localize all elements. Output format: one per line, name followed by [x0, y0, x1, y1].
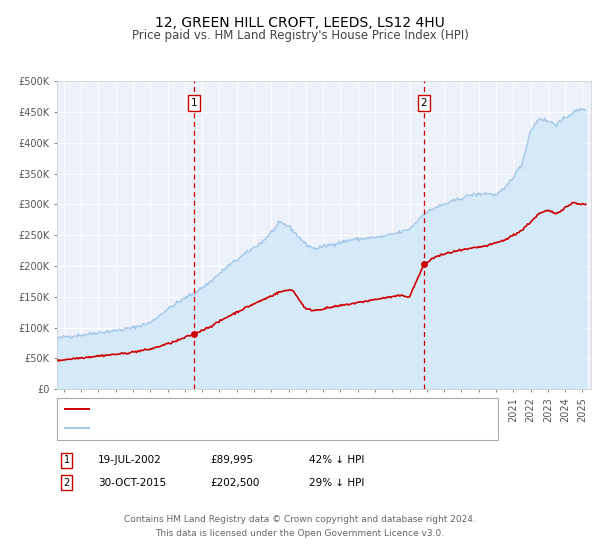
Text: £202,500: £202,500 [210, 478, 259, 488]
Text: 30-OCT-2015: 30-OCT-2015 [98, 478, 166, 488]
Text: £89,995: £89,995 [210, 455, 253, 465]
Text: 12, GREEN HILL CROFT, LEEDS, LS12 4HU (detached house): 12, GREEN HILL CROFT, LEEDS, LS12 4HU (d… [94, 404, 406, 414]
Text: 2: 2 [64, 478, 70, 488]
Text: 1: 1 [64, 455, 70, 465]
Text: 1: 1 [191, 98, 197, 108]
Text: HPI: Average price, detached house, Leeds: HPI: Average price, detached house, Leed… [94, 423, 317, 433]
Text: 29% ↓ HPI: 29% ↓ HPI [309, 478, 364, 488]
Text: 12, GREEN HILL CROFT, LEEDS, LS12 4HU: 12, GREEN HILL CROFT, LEEDS, LS12 4HU [155, 16, 445, 30]
Text: 42% ↓ HPI: 42% ↓ HPI [309, 455, 364, 465]
Text: Contains HM Land Registry data © Crown copyright and database right 2024.
This d: Contains HM Land Registry data © Crown c… [124, 515, 476, 538]
Text: Price paid vs. HM Land Registry's House Price Index (HPI): Price paid vs. HM Land Registry's House … [131, 29, 469, 42]
Text: 2: 2 [421, 98, 427, 108]
Text: 19-JUL-2002: 19-JUL-2002 [98, 455, 161, 465]
